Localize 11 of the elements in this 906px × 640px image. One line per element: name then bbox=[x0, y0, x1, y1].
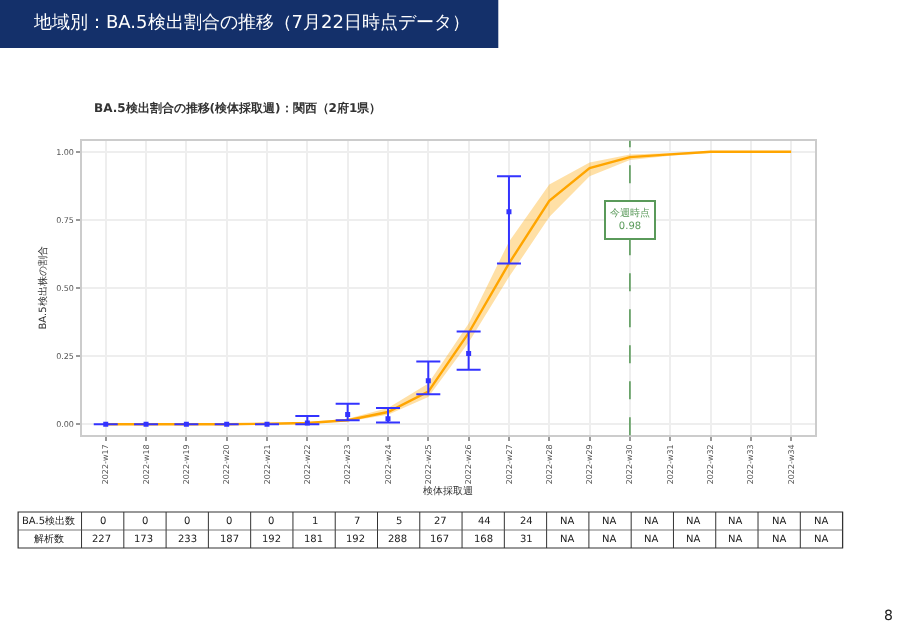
point bbox=[264, 421, 270, 427]
chart-title: 地域別：BA.5検出割合の推移（7月22日時点データ） bbox=[32, 12, 470, 34]
point bbox=[183, 421, 189, 427]
point bbox=[143, 421, 149, 427]
point bbox=[425, 378, 431, 384]
point bbox=[224, 421, 230, 427]
point bbox=[345, 411, 351, 417]
point bbox=[103, 421, 109, 427]
point bbox=[506, 209, 512, 215]
point bbox=[466, 350, 472, 356]
point bbox=[304, 420, 310, 426]
